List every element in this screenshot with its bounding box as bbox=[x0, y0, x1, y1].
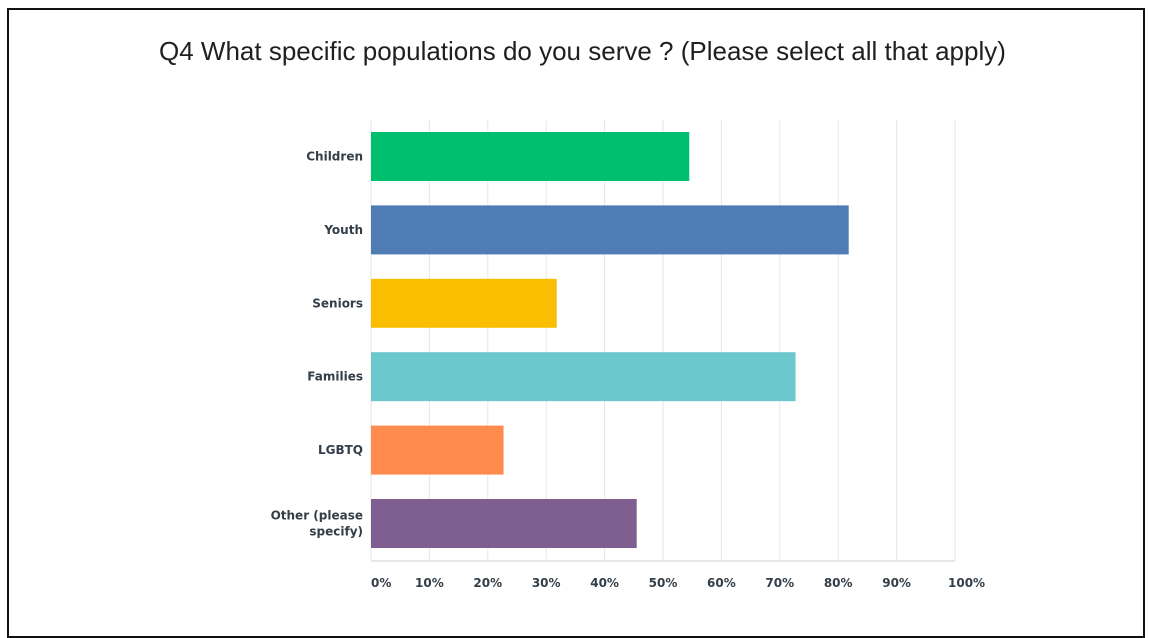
x-tick-label-20: 20% bbox=[473, 576, 502, 590]
bar-lgbtq bbox=[371, 425, 504, 475]
category-label-3: Seniors bbox=[312, 296, 363, 310]
x-tick-label-90: 90% bbox=[882, 576, 911, 590]
x-tick-label-70: 70% bbox=[765, 576, 794, 590]
category-label-4: Families bbox=[307, 370, 363, 384]
x-tick-label-0: 0% bbox=[371, 576, 391, 590]
chart-title: Q4 What specific populations do you serv… bbox=[159, 36, 1006, 66]
x-tick-label-30: 30% bbox=[532, 576, 561, 590]
x-tick-label-100: 100% bbox=[948, 576, 985, 590]
bar-children bbox=[371, 132, 690, 181]
bar-youth bbox=[371, 205, 849, 255]
category-label-2: Youth bbox=[323, 223, 363, 237]
category-label-6: Other (please specify) bbox=[271, 509, 363, 539]
x-tick-label-40: 40% bbox=[590, 576, 619, 590]
category-label-5: LGBTQ bbox=[318, 443, 363, 457]
bar-families bbox=[371, 352, 796, 402]
bars bbox=[371, 132, 849, 548]
x-tick-label-60: 60% bbox=[707, 576, 736, 590]
x-tick-label-50: 50% bbox=[649, 576, 678, 590]
bar-other-please-specify bbox=[371, 499, 637, 548]
bar-chart: Children Youth Seniors Families LGBTQ Other (… bbox=[271, 120, 985, 590]
grid-lines bbox=[370, 120, 956, 562]
bar-seniors bbox=[371, 278, 557, 328]
x-tick-label-80: 80% bbox=[824, 576, 853, 590]
x-tick-label-10: 10% bbox=[415, 576, 444, 590]
category-label-1: Children bbox=[306, 150, 363, 164]
category-labels: Children Youth Seniors Families LGBTQ Other (… bbox=[271, 150, 363, 539]
x-axis-ticks: 0% 10% 20% 30% 40% 50% 60% 70% 80% 90% 100% bbox=[371, 576, 985, 590]
